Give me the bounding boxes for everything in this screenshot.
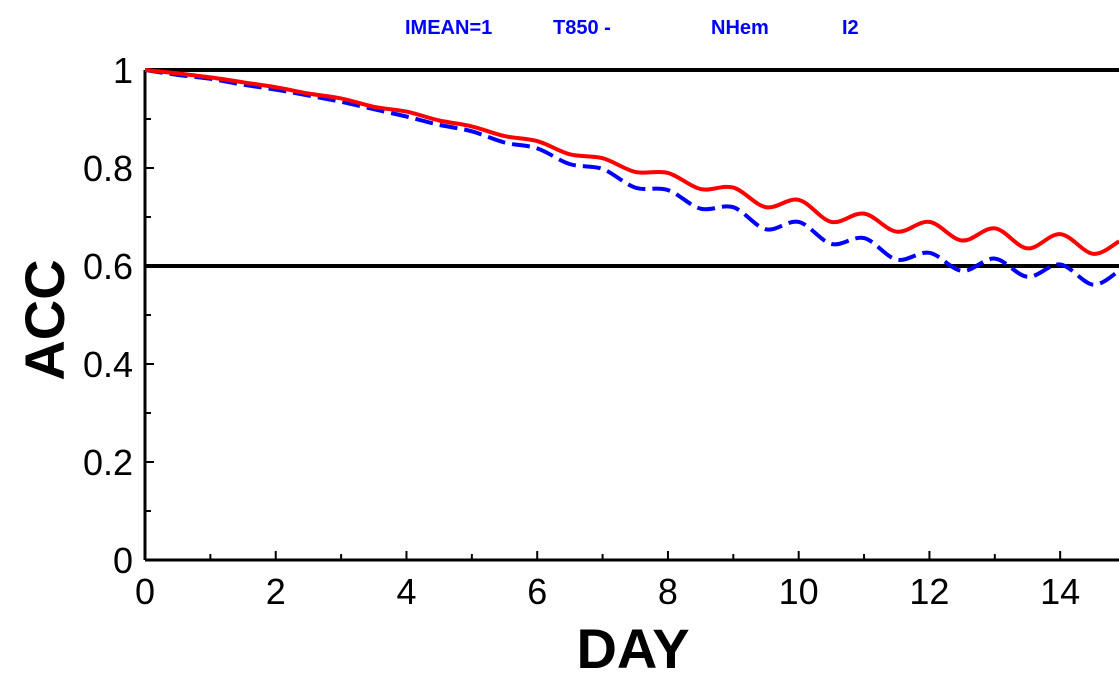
series-line-blue-dashed — [144, 68, 1119, 287]
x-tick-label: 0 — [135, 571, 155, 612]
x-tick-label: 8 — [658, 571, 678, 612]
title-part-variable: T850 - — [553, 17, 611, 39]
y-axis-title: ACC — [13, 259, 76, 380]
y-tick-label: 0.8 — [83, 148, 133, 189]
y-tick-label: 0.2 — [83, 442, 133, 483]
x-tick-label: 6 — [527, 571, 547, 612]
x-tick-label: 10 — [779, 571, 819, 612]
x-axis-title: DAY — [576, 617, 689, 675]
series-line-red-solid — [144, 68, 1119, 256]
chart-title: IMEAN=1 T850 - NHem I2 — [405, 17, 859, 39]
plot-area: 0 2 4 6 8 10 12 14 0 0.2 0.4 0.6 0.8 1 — [83, 50, 1119, 612]
title-part-index: I2 — [842, 17, 859, 39]
x-tick-label: 12 — [909, 571, 949, 612]
y-tick-label: 0.4 — [83, 344, 133, 385]
x-tick-label: 4 — [396, 571, 416, 612]
x-tick-label: 2 — [266, 571, 286, 612]
title-part-imean: IMEAN=1 — [405, 17, 492, 39]
y-tick-label: 1 — [113, 50, 133, 91]
title-part-region: NHem — [711, 17, 769, 39]
y-tick-label: 0 — [113, 540, 133, 581]
x-tick-label: 14 — [1040, 571, 1080, 612]
y-tick-label: 0.6 — [83, 246, 133, 287]
